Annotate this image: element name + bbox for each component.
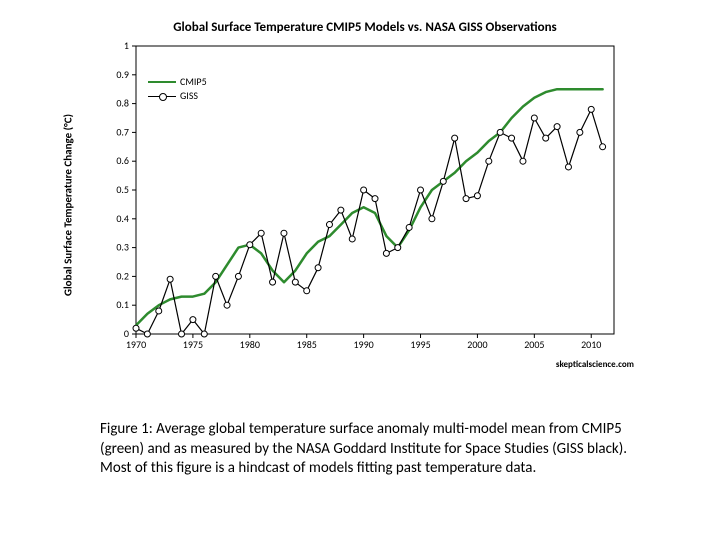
legend-swatch-giss [148,96,176,97]
svg-text:1985: 1985 [297,338,317,351]
legend-item-giss: GISS [148,89,207,103]
svg-text:1970: 1970 [126,338,146,351]
y-axis-label: Global Surface Temperature Change (°C) [62,114,75,296]
chart-title: Global Surface Temperature CMIP5 Models … [90,20,640,35]
svg-text:0.2: 0.2 [116,269,129,282]
legend: CMIP5 GISS [148,75,207,103]
figure-caption: Figure 1: Average global temperature sur… [100,420,640,479]
svg-text:0.3: 0.3 [116,241,129,254]
svg-text:1995: 1995 [410,338,430,351]
svg-text:0.8: 0.8 [116,97,129,110]
svg-text:0.5: 0.5 [116,183,129,196]
svg-text:1: 1 [124,39,129,52]
svg-text:0.6: 0.6 [116,154,129,167]
credit-text: skepticalscience.com [556,359,634,370]
svg-text:0.4: 0.4 [116,212,129,225]
svg-text:2005: 2005 [524,338,544,351]
chart-container: Global Surface Temperature CMIP5 Models … [90,20,640,390]
svg-text:2000: 2000 [467,338,487,351]
legend-label: GISS [180,89,198,103]
svg-text:0.7: 0.7 [116,125,129,138]
page: Global Surface Temperature CMIP5 Models … [0,0,720,540]
legend-label: CMIP5 [180,75,207,89]
svg-text:2010: 2010 [581,338,601,351]
svg-text:0.9: 0.9 [116,68,129,81]
svg-text:1990: 1990 [353,338,373,351]
svg-text:1980: 1980 [240,338,260,351]
legend-swatch-cmip5 [148,81,176,83]
legend-item-cmip5: CMIP5 [148,75,207,89]
svg-text:0.1: 0.1 [116,298,129,311]
svg-text:1975: 1975 [183,338,203,351]
